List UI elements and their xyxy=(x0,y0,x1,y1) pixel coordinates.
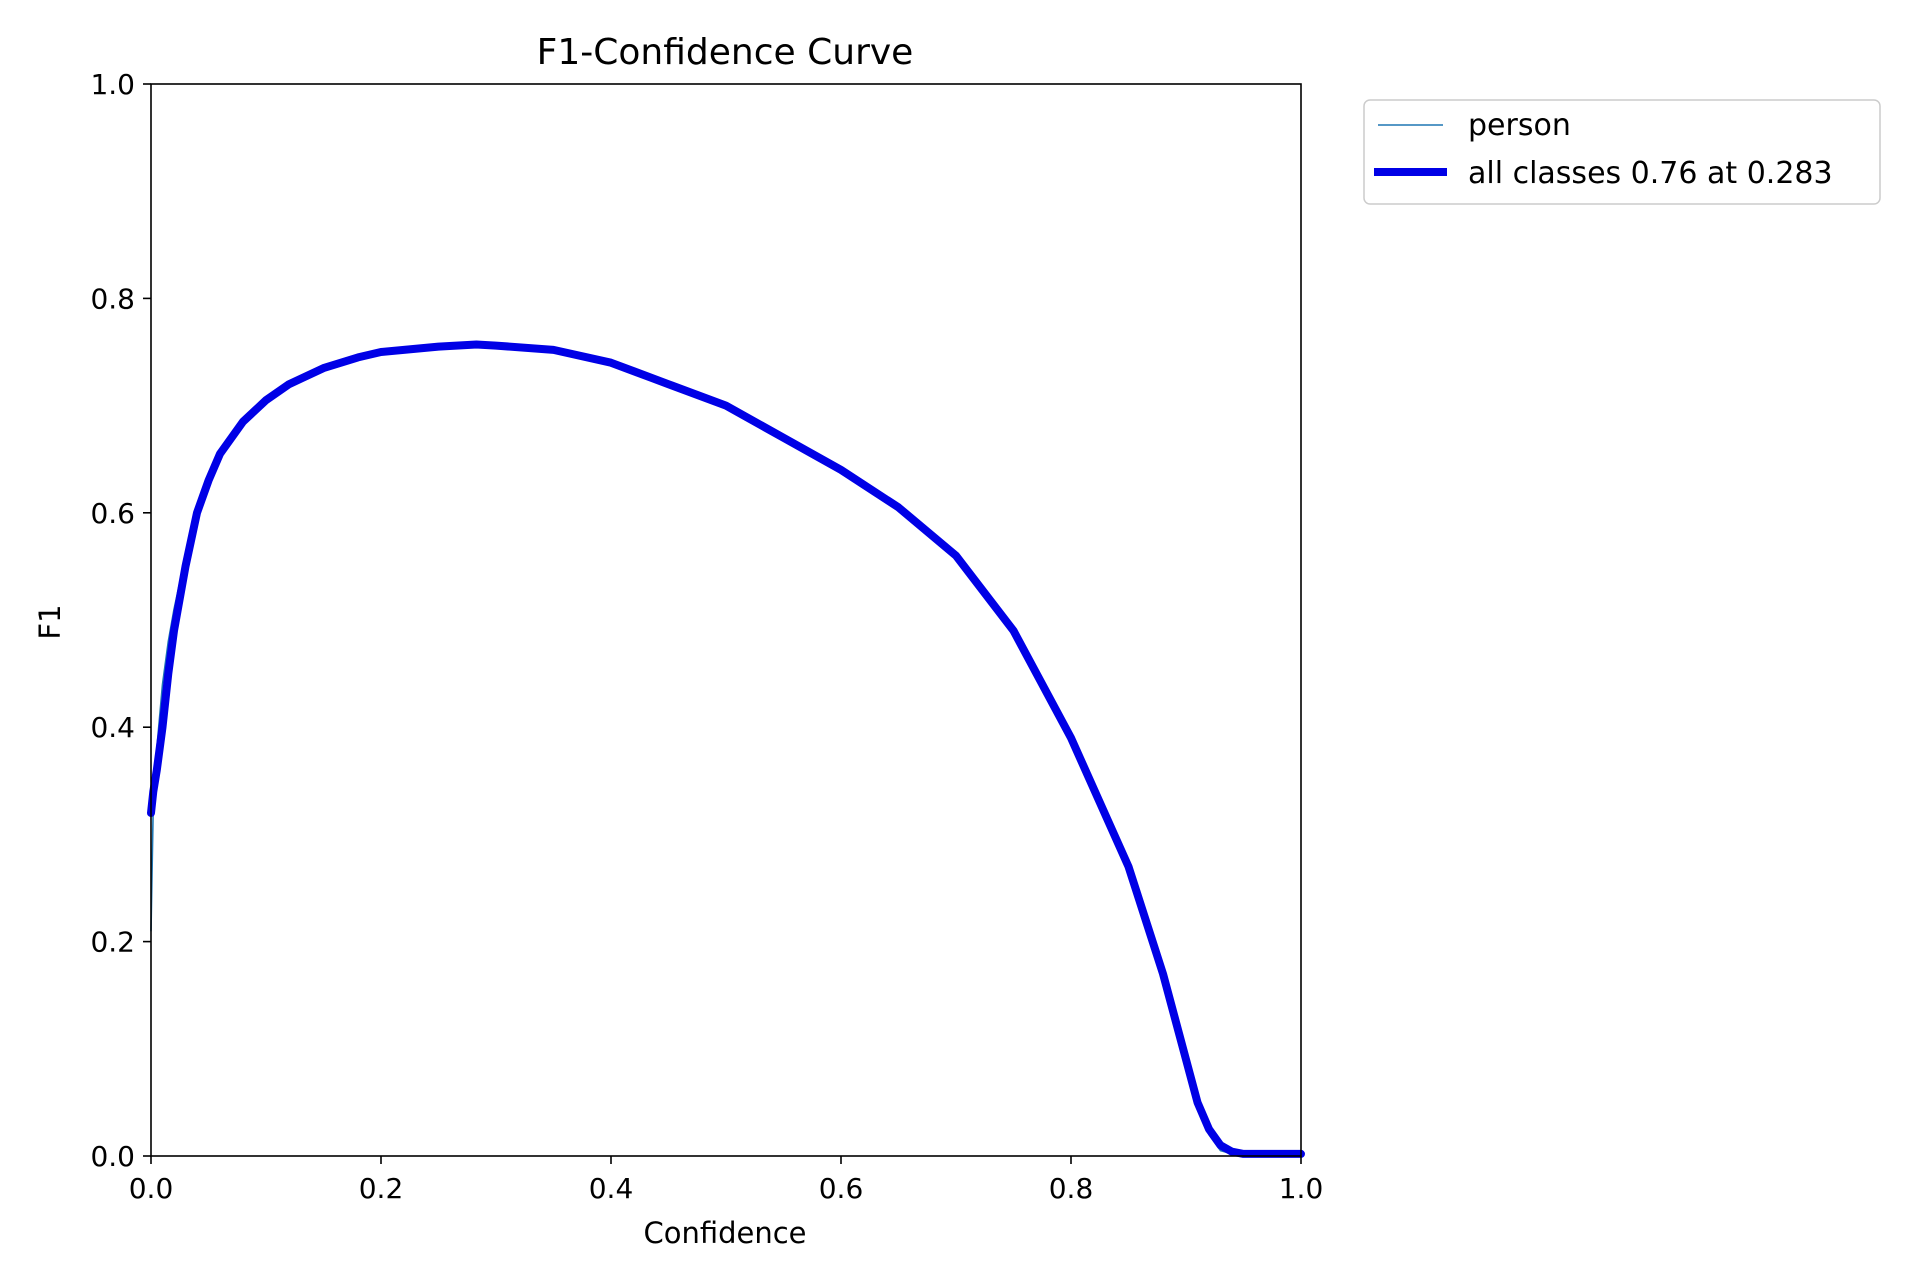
y-tick-label: 1.0 xyxy=(90,68,135,101)
chart-title: F1-Confidence Curve xyxy=(537,32,914,73)
x-tick-label: 0.8 xyxy=(1049,1172,1094,1205)
series-line-person xyxy=(150,343,1302,1156)
y-tick-label: 0.4 xyxy=(90,711,135,744)
legend: person all classes 0.76 at 0.283 xyxy=(1363,99,1881,205)
x-tick-label: 0.4 xyxy=(589,1172,634,1205)
y-tick-label: 0.2 xyxy=(90,926,135,959)
series-line-all-classes xyxy=(147,340,1305,1158)
legend-label-person: person xyxy=(1468,108,1571,143)
y-tick-label: 0.0 xyxy=(90,1140,135,1173)
x-axis-ticks: 0.0 0.2 0.4 0.6 0.8 1.0 xyxy=(129,1156,1324,1205)
x-tick-label: 0.0 xyxy=(129,1172,174,1205)
legend-label-all-classes: all classes 0.76 at 0.283 xyxy=(1468,156,1833,191)
y-axis-ticks: 0.0 0.2 0.4 0.6 0.8 1.0 xyxy=(90,68,151,1173)
x-tick-label: 1.0 xyxy=(1279,1172,1324,1205)
plot-area-frame xyxy=(150,83,1302,1157)
y-axis-label: F1 xyxy=(33,604,67,639)
x-tick-label: 0.2 xyxy=(359,1172,404,1205)
x-axis-label: Confidence xyxy=(643,1216,806,1250)
plot-series-group xyxy=(147,340,1305,1158)
y-tick-label: 0.6 xyxy=(90,497,135,530)
x-tick-label: 0.6 xyxy=(819,1172,864,1205)
legend-box xyxy=(1363,99,1881,205)
y-tick-label: 0.8 xyxy=(90,282,135,315)
